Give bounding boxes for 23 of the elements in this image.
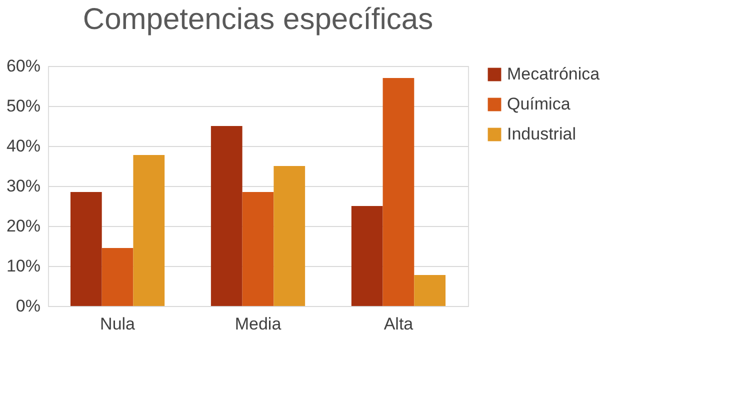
legend-label: Química [507, 94, 571, 114]
y-tick-label: 10% [6, 256, 40, 276]
bar [274, 166, 306, 306]
chart-title: Competencias específicas [82, 3, 434, 36]
x-tick-label: Media [234, 314, 282, 334]
y-tick-label: 50% [6, 96, 40, 116]
y-tick-label: 0% [16, 296, 40, 316]
legend-label: Mecatrónica [507, 64, 600, 84]
bar [70, 192, 102, 306]
y-tick-label: 60% [6, 56, 40, 76]
x-tick-label: Alta [384, 314, 414, 334]
x-tick-label: Nula [100, 314, 136, 334]
y-tick-label: 30% [6, 176, 40, 196]
y-tick-label: 20% [6, 216, 40, 236]
bar [102, 248, 134, 306]
legend-label: Industrial [507, 124, 576, 144]
y-tick-label: 40% [6, 136, 40, 156]
bar [414, 275, 446, 306]
bar [133, 155, 165, 306]
bar [210, 126, 242, 306]
bar [382, 78, 414, 306]
bar [351, 206, 383, 306]
bar [242, 192, 274, 306]
